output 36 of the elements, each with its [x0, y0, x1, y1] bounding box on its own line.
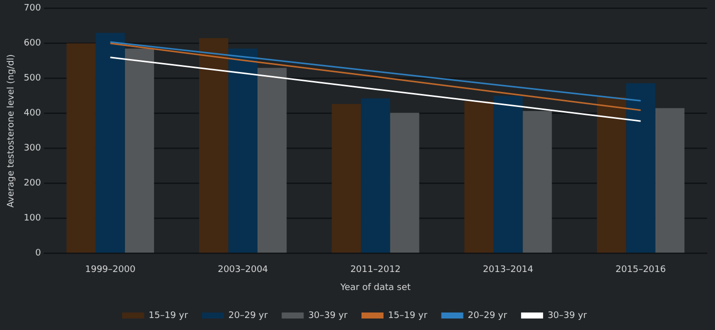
legend-label: 30–39 yr [548, 310, 588, 321]
bar [360, 98, 390, 253]
x-axis-title: Year of data set [339, 282, 412, 293]
y-tick-label: 100 [24, 214, 42, 224]
legend-label: 15–19 yr [388, 310, 428, 321]
legend-label: 30–39 yr [308, 310, 348, 321]
bar [596, 96, 626, 253]
bar [655, 108, 684, 253]
bar [228, 48, 258, 253]
y-tick-label: 400 [24, 108, 42, 119]
bar [66, 43, 96, 253]
legend-label: 15–19 yr [148, 310, 188, 321]
legend-label: 20–29 yr [468, 310, 508, 321]
bar [124, 48, 154, 253]
bar [464, 101, 494, 253]
bar [522, 110, 552, 253]
bar [199, 38, 228, 253]
y-tick-label: 500 [24, 74, 42, 84]
legend-label: 20–29 yr [228, 310, 268, 321]
y-tick-label: 700 [24, 4, 42, 14]
x-tick-label: 2015–2016 [616, 265, 666, 276]
bar [390, 112, 420, 253]
bar [332, 104, 361, 253]
bar [96, 32, 125, 253]
y-tick-label: 600 [24, 38, 42, 49]
y-tick-label: 200 [24, 178, 42, 189]
x-tick-label: 1999–2000 [85, 265, 136, 276]
x-tick-label: 2013–2014 [482, 265, 534, 276]
x-tick-label: 2003–2004 [218, 265, 268, 276]
x-tick-label: 2011–2012 [350, 265, 401, 276]
bar [494, 96, 523, 253]
y-tick-label: 300 [24, 144, 42, 154]
bar [257, 68, 287, 253]
y-tick-label: 0 [35, 248, 42, 259]
bar [626, 83, 656, 253]
y-axis-title: Average testosterone level (ng/dl) [6, 54, 17, 208]
